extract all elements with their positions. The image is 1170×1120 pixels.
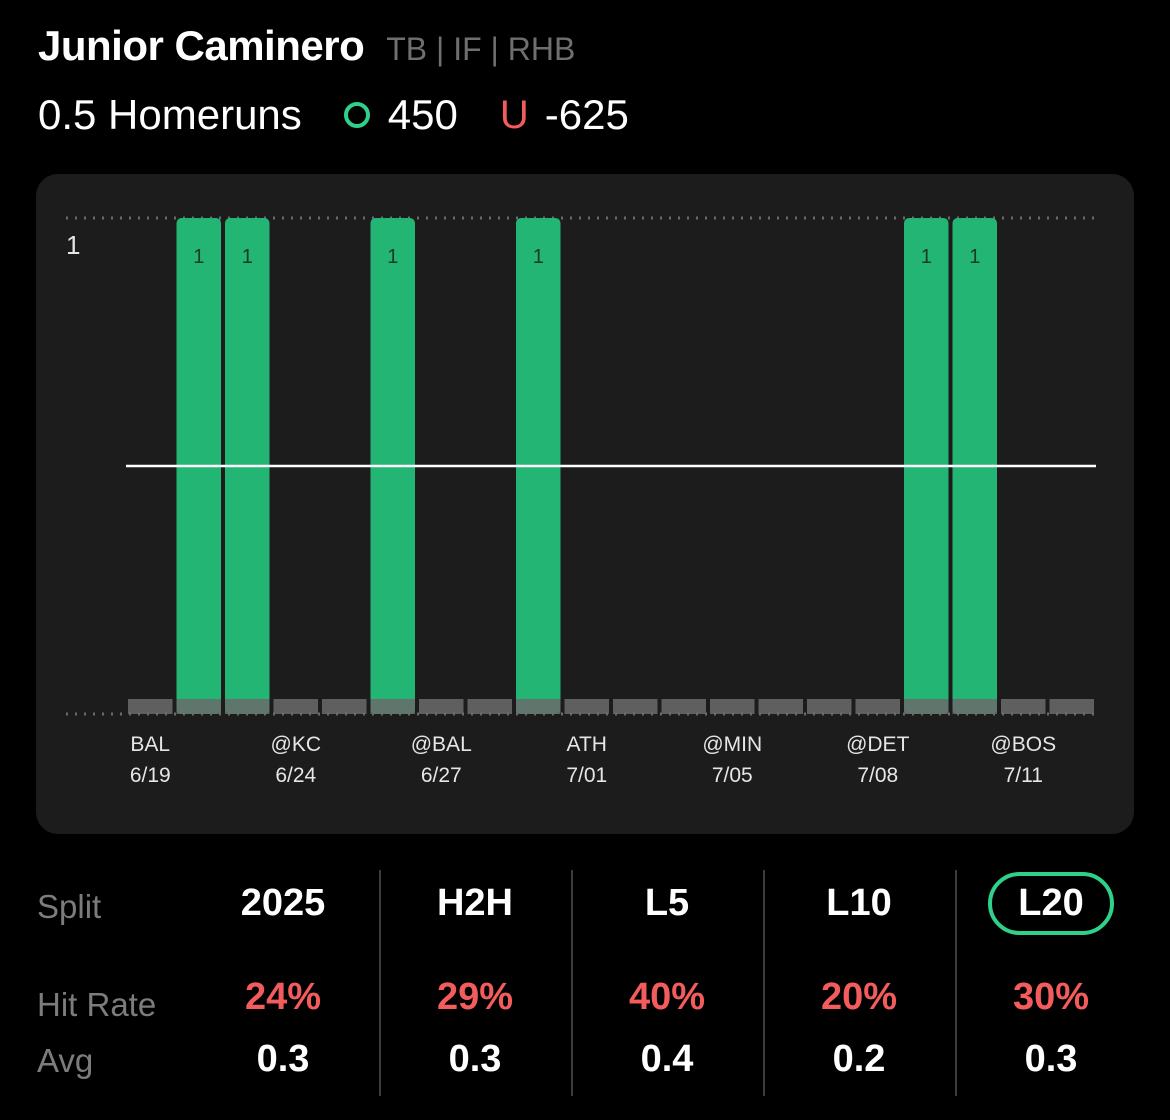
game-slot-marker: [370, 699, 415, 714]
split-col-h2h[interactable]: H2H 29% 0.3: [379, 866, 571, 1106]
player-name: Junior Caminero: [38, 22, 365, 69]
x-tick-date-label: 7/05: [712, 764, 753, 787]
player-meta: TB | IF | RHB: [386, 31, 576, 67]
x-tick-date-label: 6/24: [275, 764, 316, 787]
split-hit-rate: 24%: [244, 976, 322, 1018]
bar-value-label: 1: [969, 246, 980, 268]
bar-value-label: 1: [387, 246, 398, 268]
split-name: 2025: [240, 882, 326, 924]
under-icon: U: [499, 92, 529, 137]
under-odds: -625: [544, 91, 629, 138]
prop-line-label: 0.5 Homeruns: [38, 91, 302, 138]
game-slot-marker: [807, 699, 852, 714]
x-tick-date-label: 7/01: [566, 764, 607, 787]
split-avg: 0.3: [1024, 1038, 1078, 1080]
chart-canvas: 1 1 1 1 1 1 1 BAL 6/19 @KC 6/24 @BAL 6/27 ATH 7/01 @MIN…: [66, 216, 1101, 787]
split-col-l10[interactable]: L10 20% 0.2: [763, 866, 955, 1106]
game-slot-marker: [661, 699, 706, 714]
game-slot-marker: [419, 699, 464, 714]
game-slot-marker: [564, 699, 609, 714]
game-slot-marker: [952, 699, 997, 714]
x-tick-date-label: 7/11: [1004, 764, 1043, 787]
bar-value-label: 1: [921, 246, 932, 268]
game-slot-marker: [176, 699, 221, 714]
game-slot-marker: [1049, 699, 1094, 714]
split-avg: 0.3: [448, 1038, 502, 1080]
split-avg: 0.4: [640, 1038, 694, 1080]
game-slot-marker: [855, 699, 900, 714]
split-name: L10: [826, 882, 892, 924]
column-divider: [955, 870, 957, 1096]
column-divider: [379, 870, 381, 1096]
split-avg: 0.2: [832, 1038, 886, 1080]
game-slot-marker: [710, 699, 755, 714]
game-slot-marker: [467, 699, 512, 714]
game-slot-marker: [322, 699, 367, 714]
game-slot-marker: [904, 699, 949, 714]
x-tick-team-label: ATH: [567, 733, 607, 756]
split-name: H2H: [436, 882, 514, 924]
over-circle-icon: [343, 102, 370, 128]
x-tick-team-label: BAL: [130, 733, 170, 756]
x-tick-date-label: 6/19: [130, 764, 171, 787]
y-tick-label: 1: [66, 230, 80, 260]
game-slot-marker: [613, 699, 658, 714]
x-tick-team-label: @KC: [271, 733, 322, 756]
splits-table: Split Hit Rate Avg 2025 24% 0.3 H2H 29% …: [0, 866, 1170, 1106]
split-hit-rate: 20%: [820, 976, 898, 1018]
avg-row-label: Avg: [37, 1042, 94, 1079]
split-hit-rate: 29%: [436, 976, 514, 1018]
split-hit-rate: 40%: [628, 976, 706, 1018]
prop-line-row: 0.5 Homeruns 450 U -625: [38, 82, 1132, 148]
split-col-l5[interactable]: L5 40% 0.4: [571, 866, 763, 1106]
column-divider: [571, 870, 573, 1096]
x-tick-team-label: @DET: [846, 733, 909, 756]
game-slot-marker: [1001, 699, 1046, 714]
player-name-row: Junior Caminero TB | IF | RHB: [38, 22, 1132, 78]
game-slot-marker: [225, 699, 270, 714]
split-avg: 0.3: [256, 1038, 310, 1080]
split-hit-rate: 30%: [1012, 976, 1090, 1018]
x-tick-team-label: @BAL: [411, 733, 472, 756]
bar-value-label: 1: [193, 246, 204, 268]
game-slot-marker: [273, 699, 318, 714]
split-col-2025[interactable]: 2025 24% 0.3: [187, 866, 379, 1106]
over-option[interactable]: 450: [343, 91, 458, 139]
split-name-active: L20: [955, 872, 1147, 935]
split-col-l20[interactable]: L20 30% 0.3: [955, 866, 1147, 1106]
game-log-chart: 1 1 1 1 1 1 1 BAL 6/19 @KC 6/24 @BAL 6/27 ATH 7/01 @MIN…: [36, 174, 1134, 834]
x-tick-team-label: @BOS: [990, 733, 1056, 756]
game-slot-marker: [758, 699, 803, 714]
under-option[interactable]: U -625: [500, 91, 629, 139]
game-slot-marker: [128, 699, 173, 714]
column-divider: [763, 870, 765, 1096]
x-tick-date-label: 6/27: [421, 764, 462, 787]
x-tick-team-label: @MIN: [702, 733, 762, 756]
bar-value-label: 1: [242, 246, 253, 268]
bar-value-label: 1: [533, 246, 544, 268]
hit-rate-row-label: Hit Rate: [37, 986, 157, 1023]
game-slot-marker: [516, 699, 561, 714]
over-odds: 450: [387, 91, 458, 138]
split-row-label: Split: [37, 888, 102, 925]
x-tick-date-label: 7/08: [857, 764, 898, 787]
split-name: L5: [644, 882, 690, 924]
player-header: Junior Caminero TB | IF | RHB 0.5 Homeru…: [38, 22, 1132, 148]
